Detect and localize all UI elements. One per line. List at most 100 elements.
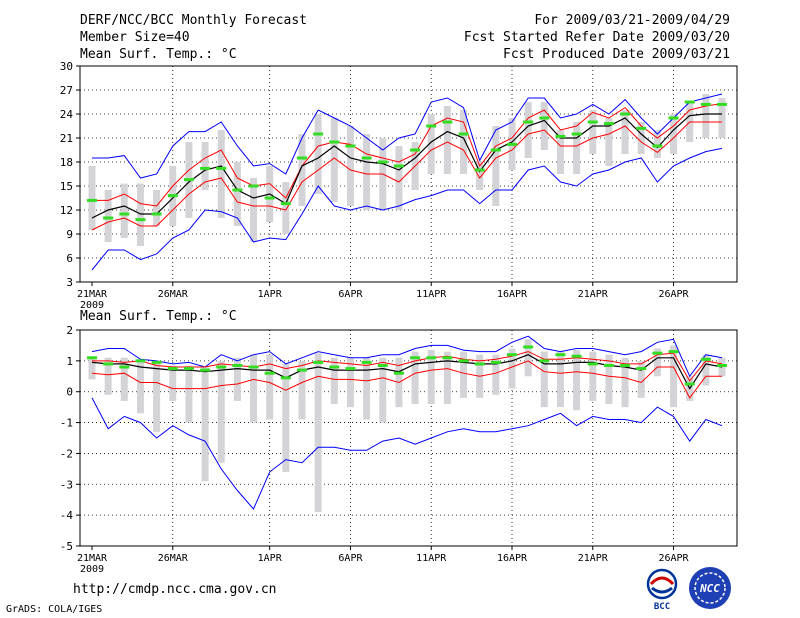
panel1-x-tick-label: 21MAR — [77, 289, 108, 300]
forecast-period: For 2009/03/21-2009/04/29 — [534, 13, 730, 28]
panel1-range-bar — [233, 162, 241, 226]
panel1-y-tick-label: 21 — [60, 132, 73, 145]
panel1-range-bar — [153, 190, 161, 226]
bcc-logo-text: BCC — [654, 602, 670, 611]
panel1-range-bar — [314, 114, 322, 194]
panel1-y-tick-label: 12 — [60, 204, 73, 217]
panel2-range-bar — [492, 354, 500, 395]
panel2-range-bar — [250, 354, 258, 423]
panel2-y-tick-label: -4 — [60, 509, 74, 522]
panel2-y-tick-label: 0 — [66, 386, 73, 399]
panel1-y-tick-label: 18 — [60, 156, 73, 169]
panel1-x-tick-label: 1APR — [258, 289, 283, 300]
panel2-series-max-line — [91, 335, 723, 378]
panel1-range-bar — [217, 130, 225, 218]
panel2-range-bar — [540, 351, 548, 408]
panel1-range-bar — [524, 102, 532, 158]
panel2-range-bar — [266, 354, 274, 420]
panel2-range-bar — [346, 357, 354, 408]
figure-title: DERF/NCC/BCC Monthly Forecast — [80, 13, 307, 28]
panel2-y-tick-label: 1 — [66, 355, 73, 368]
panel1-range-bar — [443, 106, 451, 174]
panel2-series-min-line — [91, 397, 723, 510]
grads-credit: GrADS: COLA/IGES — [6, 604, 103, 615]
panel2-y-tick-label: -1 — [60, 417, 73, 430]
panel2-y-tick-label: -2 — [60, 447, 73, 460]
panel2-range-bar — [379, 357, 387, 423]
panel2-range-bar — [670, 345, 678, 408]
panel2-x-tick-label: 26MAR — [158, 553, 189, 564]
bcc-logo-arc-blue — [651, 586, 673, 594]
panel2-range-bar — [702, 354, 710, 386]
panel2-range-bar — [589, 351, 597, 401]
panel2-x-tick-label: 21APR — [578, 553, 609, 564]
panel1-range-bar — [120, 183, 128, 238]
panel1-range-bar — [540, 102, 548, 150]
source-url[interactable]: http://cmdp.ncc.cma.gov.cn — [73, 582, 277, 597]
panel1-range-bar — [363, 134, 371, 210]
panel1-range-bar — [718, 98, 726, 138]
panel2-range-bar — [605, 354, 613, 405]
panel1-range-bar — [573, 122, 581, 174]
panel2-range-bar — [653, 348, 661, 377]
panel1-range-bar — [88, 166, 96, 230]
bcc-logo: BCC — [646, 568, 678, 611]
panel2-range-bar — [411, 351, 419, 405]
panel2-range-bar — [153, 363, 161, 432]
panel1-range-bar — [104, 190, 112, 242]
panel1-y-tick-label: 9 — [66, 228, 73, 241]
panel1-range-bar — [653, 130, 661, 158]
panel1-y-tick-label: 27 — [60, 84, 73, 97]
panel2-range-bar — [104, 357, 112, 395]
panel2-range-bar — [573, 350, 581, 411]
panel2-range-bar — [460, 351, 468, 398]
panel2-range-bar — [88, 357, 96, 380]
panel1-series-max-line — [92, 93, 723, 179]
panel1-title: Mean Surf. Temp.: °C — [80, 309, 237, 324]
panel1-range-bar — [621, 110, 629, 154]
panel1-x-tick-label: 26MAR — [158, 289, 189, 300]
panel1-range-bar — [298, 134, 306, 206]
ncc-logo-inner-ring — [694, 572, 726, 604]
panel1-y-tick-label: 6 — [66, 252, 73, 265]
panel2-series-lower-line — [91, 360, 722, 399]
panel1-range-bar — [589, 110, 597, 154]
panel2-y-tick-label: -5 — [60, 540, 73, 553]
panel1-range-bar — [492, 126, 500, 206]
panel1-series-lower-line — [91, 121, 722, 231]
panel1-range-bar — [346, 126, 354, 206]
panel1-y-tick-label: 3 — [66, 276, 73, 289]
panel1-range-bar — [330, 118, 338, 202]
panel2-range-bar — [217, 360, 225, 463]
panel1-x-tick-label: 16APR — [497, 289, 528, 300]
panel2-range-bar — [330, 357, 338, 405]
ncc-logo: NCC — [689, 567, 731, 609]
panel1-y-tick-label: 30 — [60, 60, 73, 73]
forecast-start-date: Fcst Started Refer Date 2009/03/20 — [463, 30, 730, 45]
panel2-range-bar — [443, 351, 451, 405]
panel1-x-tick-label: 21APR — [578, 289, 609, 300]
forecast-produced-date: Fcst Produced Date 2009/03/21 — [503, 47, 730, 62]
panel2-x-tick-label: 21MAR — [77, 553, 108, 564]
panel2-range-bar — [201, 367, 209, 482]
panel1-range-bar — [395, 146, 403, 210]
bcc-logo-arc-red — [649, 576, 675, 586]
panel1-range-bar — [702, 94, 710, 138]
panel1-plot-frame — [79, 65, 738, 283]
panel1-x-year-label: 2009 — [80, 300, 104, 311]
panel2-range-bar — [508, 348, 516, 389]
panel2-range-bar — [136, 359, 144, 414]
panel1-series-min-line — [91, 147, 723, 271]
panel1-series-mean-line — [91, 113, 722, 219]
panel1-x-tick-label: 11APR — [416, 289, 447, 300]
panel2-x-year-label: 2009 — [80, 564, 104, 575]
panel1-series-upper-line — [92, 103, 723, 207]
panel2-range-bar — [298, 360, 306, 420]
panel2-range-bar — [524, 339, 532, 377]
panel2-range-bar — [282, 363, 290, 472]
panel2-y-tick-label: 2 — [66, 324, 73, 337]
panel2-series-mean-line — [91, 354, 723, 390]
panel2-range-bar — [169, 365, 177, 401]
panel1-y-tick-label: 24 — [60, 108, 74, 121]
